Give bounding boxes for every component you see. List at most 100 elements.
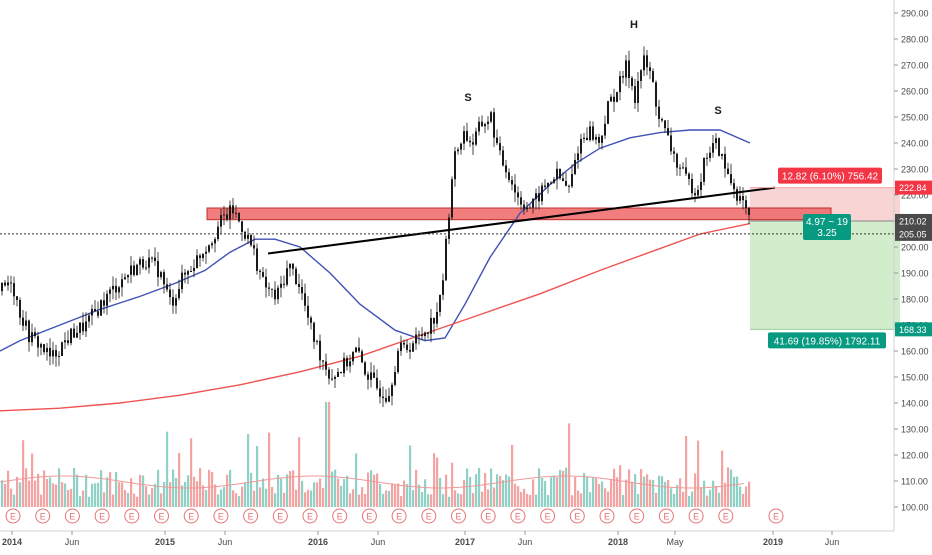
candle-body xyxy=(10,282,12,284)
volume-bar xyxy=(547,495,550,507)
y-tick-label: 180.00 xyxy=(901,295,929,305)
volume-bar xyxy=(208,469,211,507)
earnings-marker-icon xyxy=(599,508,615,524)
volume-bar xyxy=(106,477,109,507)
volume-bar xyxy=(163,482,166,507)
candle-body xyxy=(568,185,570,187)
volume-bar xyxy=(31,453,34,507)
earnings-marker-icon xyxy=(688,508,704,524)
candle-body xyxy=(595,136,597,140)
earnings-marker-icon xyxy=(35,508,51,524)
pattern-label-head: H xyxy=(630,19,638,31)
y-tick-label: 110.00 xyxy=(901,477,928,487)
volume-bar xyxy=(493,487,496,507)
volume-bar xyxy=(658,475,661,507)
earnings-marker-label: E xyxy=(634,512,640,522)
volume-bar xyxy=(724,482,727,507)
candle-body xyxy=(535,193,537,200)
volume-bar xyxy=(568,423,571,507)
volume-bar xyxy=(130,478,133,507)
candle-body xyxy=(694,193,696,196)
price-label: 168.33 xyxy=(899,325,927,335)
candle-body xyxy=(268,287,270,289)
candle-body xyxy=(289,263,291,269)
candle-body xyxy=(610,96,612,102)
volume-bar xyxy=(571,495,574,507)
candle-body xyxy=(79,322,81,333)
y-tick-label: 240.00 xyxy=(901,139,929,149)
x-tick-label: Jun xyxy=(371,537,386,547)
candle-body xyxy=(349,361,351,367)
volume-bar xyxy=(379,484,382,507)
y-tick-label: 280.00 xyxy=(901,35,929,45)
volume-bar xyxy=(226,474,229,507)
candle-body xyxy=(727,168,729,175)
candle-body xyxy=(142,259,144,268)
volume-bar xyxy=(415,469,418,507)
y-tick-label: 250.00 xyxy=(901,113,929,123)
candle-body xyxy=(46,347,48,353)
earnings-marker-label: E xyxy=(129,512,135,522)
candle-body xyxy=(538,193,540,202)
candle-body xyxy=(229,205,231,220)
candle-body xyxy=(256,248,258,271)
y-tick-label: 160.00 xyxy=(901,347,929,357)
candle-body xyxy=(112,285,114,290)
volume-bar xyxy=(229,469,232,507)
y-tick-label: 100.00 xyxy=(901,503,929,513)
candle-body xyxy=(613,96,615,102)
volume-bar xyxy=(1,480,4,507)
volume-bar xyxy=(502,480,505,507)
volume-bar xyxy=(715,485,718,507)
candle-body xyxy=(520,197,522,205)
candle-body xyxy=(25,320,27,326)
candle-body xyxy=(136,264,138,276)
volume-bar xyxy=(124,490,127,507)
candle-body xyxy=(706,157,708,159)
candle-body xyxy=(376,377,378,389)
volume-bar xyxy=(52,483,55,507)
candle-body xyxy=(382,396,384,399)
candle-body xyxy=(688,173,690,179)
candle-body xyxy=(244,231,246,239)
candle-body xyxy=(454,151,456,180)
candle-body xyxy=(373,372,375,378)
volume-bar xyxy=(586,476,589,507)
candle-body xyxy=(325,361,327,370)
candle-body xyxy=(61,342,63,356)
volume-bar xyxy=(487,489,490,507)
volume-bar xyxy=(511,444,514,507)
candle-body xyxy=(49,347,51,357)
candle-body xyxy=(280,283,282,288)
earnings-marker-icon xyxy=(64,508,80,524)
volume-bar xyxy=(409,445,412,507)
volume-bar xyxy=(355,453,358,507)
candle-body xyxy=(208,245,210,252)
volume-bar xyxy=(457,493,460,507)
earnings-marker-label: E xyxy=(663,512,669,522)
volume-bar xyxy=(682,491,685,507)
volume-bar xyxy=(610,479,613,507)
candle-body xyxy=(283,283,285,285)
candle-body xyxy=(91,309,93,316)
earnings-marker-label: E xyxy=(248,512,254,522)
entry-label-line2: 3.25 xyxy=(817,228,837,239)
candle-body xyxy=(73,328,75,338)
earnings-marker-icon xyxy=(213,508,229,524)
candle-body xyxy=(175,298,177,306)
x-tick-label: Jun xyxy=(65,537,80,547)
candle-body xyxy=(118,287,120,293)
candle-body xyxy=(364,362,366,375)
candle-body xyxy=(247,235,249,239)
volume-bar xyxy=(637,494,640,507)
volume-bar xyxy=(712,480,715,507)
volume-bar xyxy=(346,475,349,507)
volume-bar xyxy=(532,479,535,507)
volume-bar xyxy=(451,462,454,507)
y-tick-label: 290.00 xyxy=(901,9,929,19)
candle-body xyxy=(700,181,702,190)
candle-body xyxy=(601,135,603,143)
volume-bar xyxy=(358,494,361,507)
